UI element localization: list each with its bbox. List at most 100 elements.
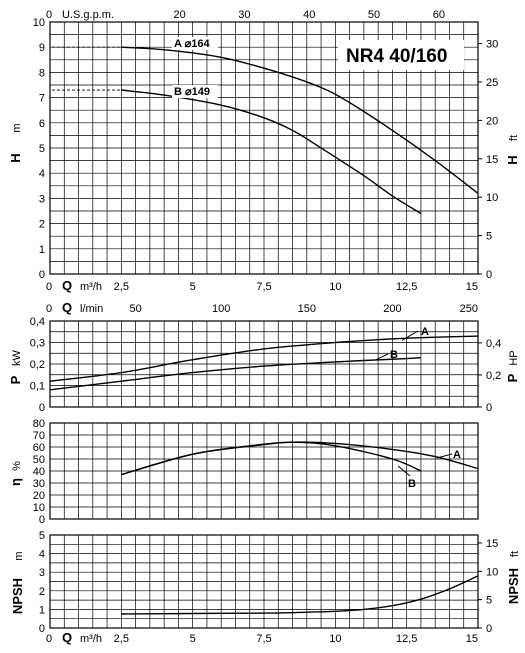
- q-lmin-tick-label: 0: [46, 303, 52, 315]
- npsh-y2-ticks: 0 5 10 15: [478, 538, 498, 635]
- power-series-a-leader: [401, 330, 419, 341]
- npsh-axis-symbol: NPSH: [10, 578, 25, 614]
- q-lmin-unit: l/min: [80, 303, 103, 315]
- head-series-a-label: A ⌀164: [174, 38, 210, 50]
- q-m3h-lower-tick-label: 12,5: [396, 633, 417, 645]
- npsh-curves: [121, 575, 479, 615]
- power-axis-symbol: P: [8, 375, 23, 384]
- head-y-tick-label: 7: [39, 93, 45, 105]
- npsh-series-npsh-line: [121, 575, 479, 615]
- q-symbol-lower: Q: [62, 630, 72, 645]
- npsh-y2-tick-label: 0: [486, 623, 492, 635]
- efficiency-series-b-leader: [397, 465, 411, 477]
- usgpm-tick-label: 30: [238, 9, 250, 21]
- efficiency-axis-unit: %: [11, 461, 23, 471]
- head-ft-axis-unit: ft: [508, 135, 520, 141]
- efficiency-series-a-label: A: [453, 449, 461, 461]
- head-y-tick-label: 2: [39, 219, 45, 231]
- efficiency-y-tick-label: 50: [33, 454, 45, 466]
- panel-power: AB 00,10,20,30,4 00,20,4 Q l/min 0 50 100 1…: [8, 300, 520, 414]
- head-y-tick-label: 10: [33, 17, 45, 29]
- chart-title: NR4 40/160: [346, 46, 447, 67]
- head-y2-tick-label: 25: [486, 77, 498, 89]
- usgpm-tick-label: 20: [173, 9, 185, 21]
- power-y-tick-label: 0,4: [30, 316, 45, 328]
- efficiency-series-b-line: [121, 441, 422, 476]
- power-curves: AB: [49, 326, 479, 391]
- head-grid: [50, 22, 478, 274]
- power-hp-axis-unit: HP: [508, 350, 520, 365]
- head-series-a-line: [121, 46, 479, 194]
- head-y2-tick-label: 5: [486, 231, 492, 243]
- q-m3h-lower-tick-label: 5: [190, 633, 196, 645]
- efficiency-frame: [49, 422, 479, 520]
- efficiency-curves: AB: [121, 441, 479, 490]
- efficiency-series-b-label: B: [408, 478, 416, 490]
- head-y-ticks: 0 1 2 3 4 5 6 7 8 9 10: [33, 17, 45, 281]
- power-y2-tick-label: 0,2: [486, 370, 501, 382]
- q-m3h-upper-tick-label: 5: [190, 281, 196, 293]
- q-m3h-upper-tick-label: 12,5: [396, 281, 417, 293]
- power-y-tick-label: 0,2: [30, 359, 45, 371]
- efficiency-series-a-leader: [436, 453, 453, 459]
- efficiency-y-tick-label: 40: [33, 466, 45, 478]
- head-y-tick-label: 9: [39, 42, 45, 54]
- head-series-label-bg: [172, 85, 218, 98]
- npsh-grid: [50, 535, 478, 628]
- npsh-y-ticks: 0 1 2 3 4 5: [39, 530, 45, 635]
- head-y-tick-label: 8: [39, 67, 45, 79]
- power-y2-tick-label: 0,4: [486, 338, 501, 350]
- q-lmin-tick-label: 50: [129, 303, 141, 315]
- power-grid: [50, 321, 478, 407]
- power-y-ticks: 0 0,1 0,2 0,3 0,4: [30, 316, 45, 414]
- npsh-y-tick-label: 4: [39, 549, 45, 561]
- q-symbol-lmin: Q: [62, 300, 72, 315]
- head-series-b-label: B ⌀149: [174, 86, 210, 98]
- head-y2-tick-label: 30: [486, 39, 498, 51]
- q-m3h-upper-tick-label: 2,5: [114, 281, 129, 293]
- q-lmin-axis: Q l/min 0 50 100 150 200 250: [46, 300, 478, 315]
- power-y2-ticks: 0 0,2 0,4: [478, 338, 501, 414]
- q-m3h-lower-tick-label: 10: [329, 633, 341, 645]
- npsh-y-tick-label: 5: [39, 530, 45, 542]
- npsh-ft-axis-symbol: NPSH: [506, 568, 521, 604]
- panel-head: A ⌀164 B ⌀149 0 1 2 3 4 5 6 7 8 9 10 0 5 10 15 20 25 30 0…: [8, 9, 520, 293]
- q-lmin-tick-label: 250: [460, 303, 478, 315]
- q-m3h-axis-upper: Q m³/h 0 2,5 5 7,5 10 12,5 15: [46, 278, 478, 293]
- q-lmin-tick-label: 100: [212, 303, 230, 315]
- power-y-tick-label: 0,3: [30, 338, 45, 350]
- q-m3h-upper-tick-label: 10: [329, 281, 341, 293]
- q-m3h-upper-tick-label: 0: [46, 281, 52, 293]
- head-y2-tick-label: 10: [486, 192, 498, 204]
- head-y-tick-label: 5: [39, 143, 45, 155]
- npsh-y2-tick-label: 10: [486, 566, 498, 578]
- q-m3h-lower-tick-label: 7,5: [256, 633, 271, 645]
- power-series-b-line: [49, 356, 421, 391]
- q-m3h-upper-tick-label: 15: [466, 281, 478, 293]
- head-y-tick-label: 4: [39, 168, 45, 180]
- npsh-frame: [49, 534, 479, 629]
- usgpm-ticks: 0 20 30 40 50 60: [46, 9, 445, 21]
- power-series-a-label: A: [421, 326, 429, 338]
- q-m3h-upper-tick-label: 7,5: [256, 281, 271, 293]
- power-series-b-label: B: [390, 349, 398, 361]
- efficiency-grid: [50, 423, 478, 519]
- efficiency-y-tick-label: 0: [39, 514, 45, 526]
- usgpm-label: U.S.g.p.m.: [62, 9, 114, 21]
- head-y2-tick-label: 20: [486, 115, 498, 127]
- usgpm-tick-label: 0: [46, 9, 52, 21]
- usgpm-tick-label: 60: [433, 9, 445, 21]
- power-y-tick-label: 0: [39, 402, 45, 414]
- panel-npsh: 0 1 2 3 4 5 0 5 10 15 NPSH m NPSH ft Q m³/h 0 2,5…: [10, 530, 521, 645]
- efficiency-y-tick-label: 60: [33, 442, 45, 454]
- usgpm-tick-label: 50: [368, 9, 380, 21]
- efficiency-axis-symbol: η: [8, 478, 23, 486]
- power-series-b-leader: [375, 353, 389, 361]
- q-m3h-axis-lower: Q m³/h 0 2,5 5 7,5 10 12,5 15: [46, 630, 478, 645]
- head-y-tick-label: 6: [39, 118, 45, 130]
- power-y2-tick-label: 0: [486, 402, 492, 414]
- head-curves: A ⌀164 B ⌀149: [52, 37, 479, 215]
